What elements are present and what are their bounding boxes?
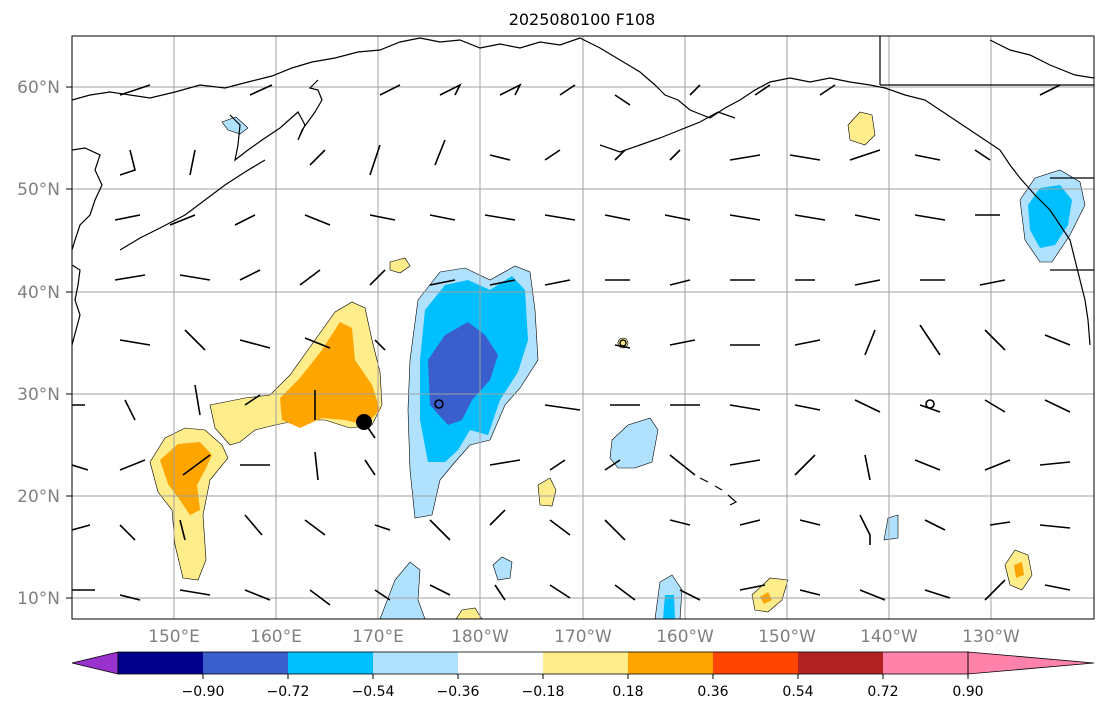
colorbar-segment xyxy=(288,652,373,674)
colorbar-segment xyxy=(458,652,543,674)
coastline xyxy=(1050,177,1094,271)
coastline xyxy=(884,87,1091,346)
negative-anomaly-region xyxy=(663,595,675,619)
lon-label: 150°E xyxy=(148,627,200,647)
wind-barb xyxy=(114,269,1006,286)
lon-label: 160°W xyxy=(656,627,714,647)
colorbar-segment xyxy=(118,652,203,674)
wind-barbs xyxy=(72,83,1071,606)
lon-label: 160°E xyxy=(250,627,302,647)
storm-marker-tail xyxy=(363,421,376,439)
lon-label: 130°W xyxy=(962,627,1020,647)
lon-label: 140°W xyxy=(860,627,918,647)
coastline xyxy=(699,477,738,506)
open-circle-marker xyxy=(619,339,627,347)
lon-label: 170°E xyxy=(352,627,404,647)
negative-anomaly-region xyxy=(379,561,426,619)
colorbar-segment xyxy=(798,652,883,674)
wind-barb xyxy=(72,579,1071,606)
wind-barb xyxy=(119,139,991,176)
tick-marks xyxy=(66,86,72,599)
open-circle-marker xyxy=(434,399,444,409)
colorbar: −0.90 −0.72 −0.54 −0.36 −0.18 0.18 0.36 … xyxy=(71,651,1095,700)
colorbar-label: −0.36 xyxy=(437,684,480,700)
positive-anomaly-region xyxy=(455,607,483,619)
positive-anomaly-region xyxy=(751,577,789,613)
lon-label: 170°W xyxy=(554,627,612,647)
latitude-labels: 60°N 50°N 40°N 30°N 20°N 10°N xyxy=(17,78,60,609)
colorbar-label: −0.90 xyxy=(182,684,225,700)
coastline xyxy=(989,39,1094,79)
colorbar-label: −0.54 xyxy=(352,684,395,700)
wind-barb xyxy=(72,509,1071,545)
lat-label: 60°N xyxy=(17,78,60,98)
positive-anomaly-region xyxy=(160,442,212,515)
lon-label: 180°W xyxy=(451,627,509,647)
wind-barb xyxy=(119,83,1061,106)
coastline xyxy=(229,79,323,162)
wind-barb xyxy=(119,324,1071,356)
wind-barb xyxy=(72,451,1071,481)
map-title: 2025080100 F108 xyxy=(508,10,656,29)
colorbar-segment xyxy=(628,652,713,674)
positive-anomaly-region xyxy=(1014,562,1024,578)
coastline xyxy=(579,37,886,119)
colorbar-segment xyxy=(713,652,798,674)
coastline xyxy=(599,111,736,153)
colorbar-extend-right xyxy=(967,651,1095,675)
open-circle-marker xyxy=(925,399,935,409)
coastline xyxy=(879,36,1094,86)
longitude-labels: 150°E 160°E 170°E 180°W 170°W 160°W 150°… xyxy=(148,627,1020,647)
coastline xyxy=(419,37,581,49)
lat-label: 50°N xyxy=(17,180,60,200)
colorbar-label: 0.54 xyxy=(782,684,813,700)
wind-barb xyxy=(114,214,1000,226)
colorbar-segment xyxy=(543,652,628,674)
shaded-field xyxy=(149,111,1086,619)
colorbar-label: 0.18 xyxy=(612,684,643,700)
positive-anomaly-region xyxy=(389,257,411,274)
negative-anomaly-region xyxy=(609,417,659,469)
map-frame xyxy=(71,35,1095,620)
coastline xyxy=(119,159,266,251)
positive-anomaly-region xyxy=(847,111,876,146)
coastline xyxy=(72,264,81,346)
lat-label: 30°N xyxy=(17,385,60,405)
lon-label: 150°W xyxy=(758,627,816,647)
lat-label: 40°N xyxy=(17,283,60,303)
positive-anomaly-region xyxy=(280,322,380,428)
positive-anomaly-region xyxy=(537,477,557,507)
markers xyxy=(356,339,935,439)
negative-anomaly-region xyxy=(883,514,899,541)
wind-barb xyxy=(72,384,1071,421)
negative-anomaly-region xyxy=(1028,185,1072,248)
colorbar-label: 0.36 xyxy=(697,684,728,700)
colorbar-label: −0.72 xyxy=(267,684,310,700)
lat-label: 10°N xyxy=(17,589,60,609)
colorbar-segment xyxy=(373,652,458,674)
negative-anomaly-region xyxy=(492,556,513,581)
colorbar-segment xyxy=(203,652,288,674)
colorbar-label: 0.72 xyxy=(867,684,898,700)
lat-label: 20°N xyxy=(17,487,60,507)
coastline xyxy=(72,37,421,101)
graticule xyxy=(72,36,1094,619)
colorbar-segment xyxy=(883,652,968,674)
colorbar-label: −0.18 xyxy=(522,684,565,700)
coastline xyxy=(72,147,103,251)
colorbar-extend-left xyxy=(71,651,119,675)
colorbar-label: 0.90 xyxy=(952,684,983,700)
